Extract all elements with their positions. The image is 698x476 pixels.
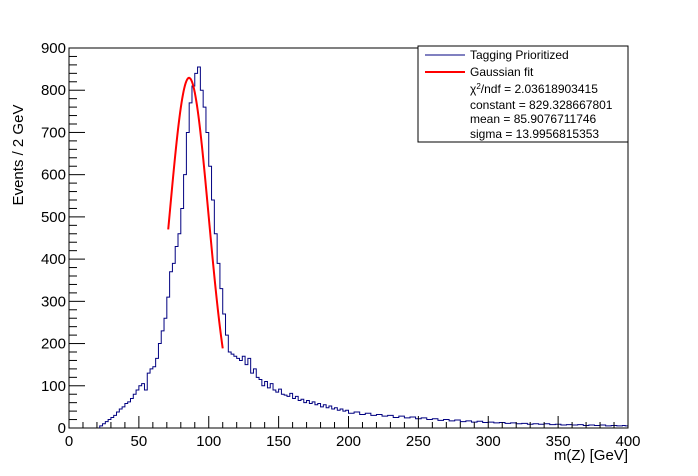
fit-curve-layer <box>167 76 224 349</box>
legend-box <box>417 45 629 143</box>
x-tick-label: 0 <box>65 433 73 450</box>
legend-chi2: χ2/ndf = 2.03618903415 <box>470 82 598 97</box>
legend-entry-histogram-label: Tagging Prioritized <box>470 48 569 62</box>
x-tick-label: 150 <box>266 433 291 450</box>
y-tick-label: 100 <box>41 378 66 395</box>
legend-sigma: sigma = 13.9956815353 <box>470 127 599 141</box>
x-tick-label: 250 <box>406 433 431 450</box>
legend: Tagging Prioritized Gaussian fit χ2/ndf … <box>417 45 629 143</box>
histogram-step-line <box>99 66 629 428</box>
x-axis: 0 50 100 150 200 250 300 350 400 <box>65 416 641 450</box>
x-tick-label: 350 <box>546 433 571 450</box>
y-axis: 0 100 200 300 400 500 600 700 800 900 <box>41 40 85 437</box>
y-tick-label: 200 <box>41 336 66 353</box>
x-tick-label: 400 <box>615 433 640 450</box>
y-tick-label: 300 <box>41 293 66 310</box>
x-tick-label: 300 <box>476 433 501 450</box>
y-tick-label: 700 <box>41 124 66 141</box>
y-tick-label: 400 <box>41 251 66 268</box>
legend-entry-fit-label: Gaussian fit <box>470 65 534 79</box>
y-tick-label: 900 <box>41 40 66 57</box>
gaussian-fit-curve <box>167 76 224 349</box>
legend-constant: constant = 829.328667801 <box>470 98 613 112</box>
histogram-layer <box>99 66 629 428</box>
y-tick-label: 600 <box>41 167 66 184</box>
x-tick-label: 100 <box>196 433 221 450</box>
y-tick-label: 800 <box>41 82 66 99</box>
y-axis-label: Events / 2 GeV <box>10 105 27 206</box>
legend-mean: mean = 85.9076711746 <box>470 112 597 126</box>
x-tick-label: 50 <box>131 433 148 450</box>
x-axis-label: m(Z) [GeV] <box>554 447 628 464</box>
y-tick-label: 500 <box>41 209 66 226</box>
x-tick-label: 200 <box>336 433 361 450</box>
y-tick-label: 0 <box>58 420 66 437</box>
